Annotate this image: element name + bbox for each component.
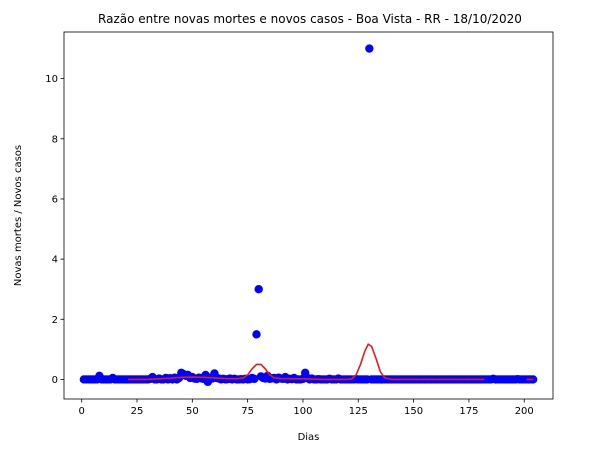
chart-title: Razão entre novas mortes e novos casos -… [98, 12, 522, 26]
scatter-point [254, 285, 263, 294]
y-tick-label: 0 [52, 375, 58, 386]
scatter-point [365, 44, 374, 53]
x-tick-label: 25 [131, 406, 144, 417]
scatter-point [250, 374, 259, 384]
x-tick-label: 75 [241, 406, 254, 417]
y-tick-label: 6 [52, 194, 58, 205]
smooth-series-line [128, 343, 485, 381]
plot-area [79, 44, 538, 387]
x-tick-label: 200 [515, 406, 534, 417]
x-axis-label: Dias [298, 432, 320, 443]
y-axis-ticks: 0 2 4 6 8 10 [45, 74, 64, 386]
plot-frame [63, 31, 554, 400]
x-tick-label: 0 [79, 406, 85, 417]
y-tick-label: 2 [52, 315, 58, 326]
y-tick-label: 4 [52, 255, 58, 266]
y-axis-label: Novas mortes / Novos casos [13, 145, 24, 286]
x-tick-label: 175 [459, 406, 478, 417]
x-tick-label: 100 [293, 406, 312, 417]
y-tick-label: 10 [45, 74, 58, 85]
scatter-point [252, 330, 261, 339]
x-tick-label: 50 [186, 406, 199, 417]
y-tick-label: 8 [52, 134, 58, 145]
x-axis-ticks: 0 25 50 75 100 125 150 175 200 [79, 399, 534, 417]
x-tick-label: 125 [349, 406, 368, 417]
x-tick-label: 150 [404, 406, 423, 417]
